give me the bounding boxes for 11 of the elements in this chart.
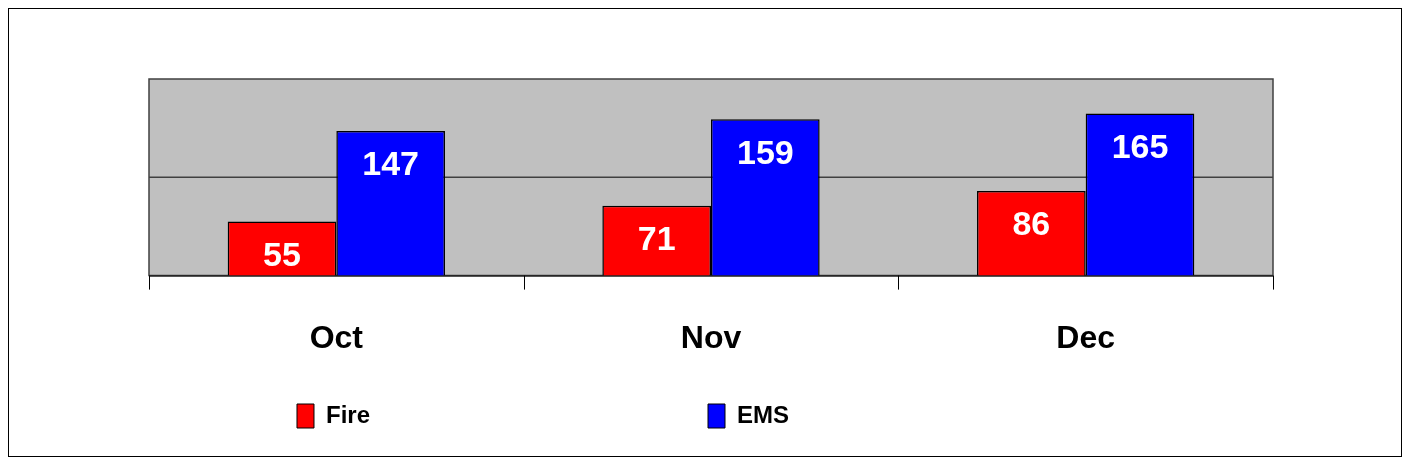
data-label: 147 [362, 144, 420, 183]
x-tick-label: Oct [309, 318, 364, 355]
data-label: 71 [637, 219, 676, 258]
x-tick-label: Dec [1056, 318, 1116, 355]
data-label: 86 [1012, 204, 1051, 243]
data-label: 159 [736, 132, 794, 171]
data-label: 55 [263, 234, 301, 273]
legend-label: EMS [737, 400, 1126, 428]
x-tick-label: Nov [680, 318, 742, 355]
data-label: 165 [1111, 126, 1169, 165]
legend-label: Fire [325, 400, 706, 428]
